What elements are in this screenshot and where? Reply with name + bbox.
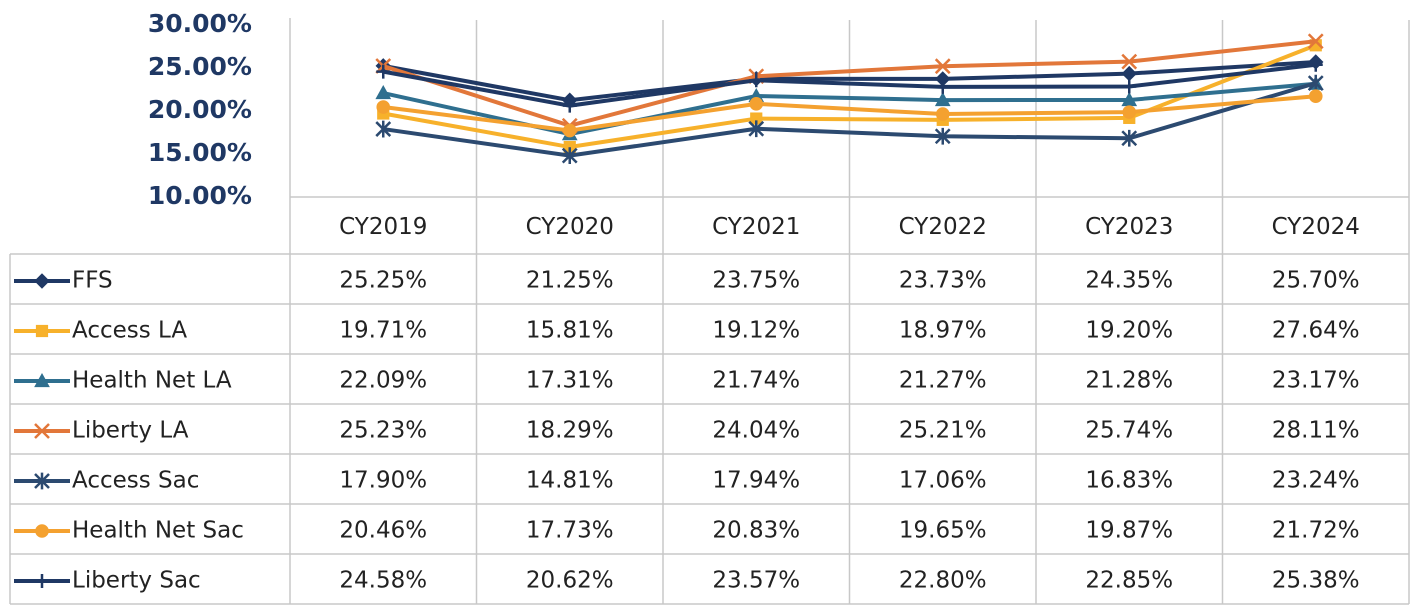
table-cell: 21.74% xyxy=(712,368,800,394)
y-tick-label: 30.00% xyxy=(148,9,252,38)
marker xyxy=(562,98,577,113)
legend-label: Liberty Sac xyxy=(72,568,201,594)
marker xyxy=(748,120,765,138)
table-cell: 22.80% xyxy=(899,568,987,594)
table-cell: 24.04% xyxy=(712,418,800,444)
series-line xyxy=(382,62,1316,108)
x-tick-label: CY2021 xyxy=(712,214,800,240)
marker xyxy=(1122,105,1137,119)
marker xyxy=(1122,79,1137,94)
series-line xyxy=(382,43,1317,150)
marker xyxy=(1121,129,1138,147)
marker xyxy=(749,73,764,88)
table-cell: 28.11% xyxy=(1272,418,1360,444)
y-tick-label: 20.00% xyxy=(148,95,252,124)
x-tick-label: CY2019 xyxy=(339,214,427,240)
legend-label: Liberty LA xyxy=(72,418,189,444)
marker xyxy=(34,372,50,388)
marker xyxy=(1121,65,1137,82)
marker xyxy=(1308,57,1323,72)
table-cell: 22.09% xyxy=(339,368,427,394)
table-cell: 15.81% xyxy=(526,318,614,344)
legend-label: Access LA xyxy=(72,318,187,344)
series-line xyxy=(382,81,1317,158)
table-cell: 24.35% xyxy=(1085,268,1173,294)
marker xyxy=(562,123,577,138)
marker xyxy=(935,79,950,94)
marker xyxy=(34,273,50,289)
marker xyxy=(1308,89,1323,104)
table-cell: 23.73% xyxy=(899,268,987,294)
marker xyxy=(376,64,391,79)
table-cell: 24.58% xyxy=(339,568,427,594)
marker xyxy=(375,84,392,100)
series-line xyxy=(383,94,1316,133)
marker xyxy=(1121,53,1138,70)
table-cell: 25.23% xyxy=(339,418,427,444)
table-cell: 17.90% xyxy=(339,468,427,494)
x-tick-label: CY2022 xyxy=(899,214,987,240)
table-cell: 27.64% xyxy=(1272,318,1360,344)
marker xyxy=(375,120,392,138)
marker xyxy=(934,58,951,75)
table-cell: 21.25% xyxy=(526,268,614,294)
marker xyxy=(376,100,391,114)
table-cell: 23.75% xyxy=(712,268,800,294)
marker xyxy=(34,472,50,490)
legend-label: Health Net LA xyxy=(72,368,232,394)
marker xyxy=(35,574,49,588)
table-cell: 17.94% xyxy=(712,468,800,494)
y-tick-label: 15.00% xyxy=(148,138,252,167)
table-cell: 25.25% xyxy=(339,268,427,294)
table-cell: 25.70% xyxy=(1272,268,1360,294)
table-cell: 25.21% xyxy=(899,418,987,444)
x-tick-label: CY2020 xyxy=(526,214,614,240)
marker xyxy=(749,97,764,111)
legend-label: Health Net Sac xyxy=(72,518,244,544)
marker xyxy=(35,324,49,338)
marker xyxy=(1307,74,1324,92)
table-cell: 19.65% xyxy=(899,518,987,544)
table-cell: 18.97% xyxy=(899,318,987,344)
legend-label: FFS xyxy=(72,268,113,294)
table-cell: 25.38% xyxy=(1272,568,1360,594)
table-cell: 20.62% xyxy=(526,568,614,594)
y-tick-label: 25.00% xyxy=(148,52,252,81)
table-cell: 20.46% xyxy=(339,518,427,544)
table-cell: 21.28% xyxy=(1085,368,1173,394)
table-cell: 23.17% xyxy=(1272,368,1360,394)
table-cell: 25.74% xyxy=(1085,418,1173,444)
marker xyxy=(34,423,50,439)
y-tick-label: 10.00% xyxy=(148,181,252,210)
table-cell: 20.83% xyxy=(712,518,800,544)
series-line xyxy=(382,59,1316,103)
table-cell: 23.24% xyxy=(1272,468,1360,494)
series-line xyxy=(382,39,1316,128)
table-cell: 17.31% xyxy=(526,368,614,394)
table-cell: 19.87% xyxy=(1085,518,1173,544)
x-tick-label: CY2023 xyxy=(1085,214,1173,240)
marker xyxy=(935,107,950,121)
marker xyxy=(1307,33,1324,50)
table-cell: 17.06% xyxy=(899,468,987,494)
table-cell: 19.12% xyxy=(712,318,800,344)
x-tick-label: CY2024 xyxy=(1272,214,1360,240)
marker xyxy=(934,92,951,107)
marker xyxy=(561,147,578,165)
table-cell: 23.57% xyxy=(712,568,800,594)
table-cell: 21.72% xyxy=(1272,518,1360,544)
table-cell: 19.20% xyxy=(1085,318,1173,344)
table-cell: 16.83% xyxy=(1085,468,1173,494)
table-cell: 17.73% xyxy=(526,518,614,544)
table-cell: 22.85% xyxy=(1085,568,1173,594)
legend-label: Access Sac xyxy=(72,468,199,494)
table-cell: 14.81% xyxy=(526,468,614,494)
table-cell: 21.27% xyxy=(899,368,987,394)
marker xyxy=(35,524,49,538)
table-cell: 19.71% xyxy=(339,318,427,344)
marker xyxy=(934,127,951,145)
table-cell: 18.29% xyxy=(526,418,614,444)
